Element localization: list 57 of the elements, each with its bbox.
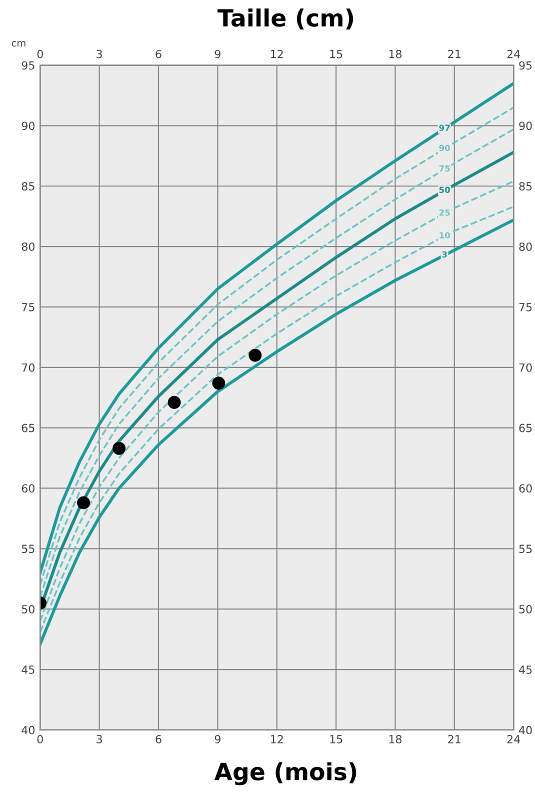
series-label: 50 [439, 186, 450, 193]
y2-tick-label: 75 [519, 303, 532, 312]
series-label: 75 [439, 165, 450, 172]
y-tick-label: 95 [22, 61, 34, 70]
series-label: 90 [439, 144, 450, 152]
x-axis-title: Age (mois) [214, 762, 356, 786]
y-tick-label: 45 [22, 666, 34, 674]
x2-tick-label: 6 [156, 50, 162, 58]
x-tick-label: 15 [330, 735, 342, 744]
point [248, 348, 262, 362]
point [77, 496, 90, 510]
y-tick-label: 40 [22, 726, 35, 734]
x2-tick-label: 9 [214, 50, 220, 58]
x-tick-label: 12 [271, 734, 283, 744]
x-tick-label: 24 [507, 734, 520, 744]
x-tick-label: 3 [96, 734, 102, 744]
x-tick-label: 6 [156, 734, 162, 744]
y-tick-label: 65 [22, 424, 34, 432]
y-tick-label: 90 [22, 122, 35, 130]
x-tick-label: 9 [214, 734, 220, 744]
y-tick-label: 60 [22, 484, 35, 493]
point [112, 442, 126, 455]
y-tick-label: 85 [22, 182, 34, 190]
y2-tick-label: 65 [519, 424, 532, 432]
y2-tick-label: 40 [519, 726, 532, 734]
chart-title: Taille (cm) [217, 8, 354, 30]
series-label: 3 [442, 251, 447, 258]
x2-tick-label: 3 [96, 50, 102, 58]
y-tick-label: 50 [22, 605, 35, 614]
y-axis-title: cm [12, 41, 26, 47]
y-tick-label: 80 [22, 242, 35, 251]
y-tick-label: 55 [22, 544, 34, 554]
point [168, 396, 181, 409]
y2-tick-label: 90 [519, 122, 532, 130]
x2-tick-label: 21 [448, 50, 460, 58]
y2-tick-label: 45 [519, 666, 532, 674]
x-tick-label: 21 [448, 734, 460, 744]
point [212, 376, 226, 390]
series-label: 97 [439, 124, 450, 131]
series-label: 10 [440, 232, 450, 238]
y2-tick-label: 60 [519, 484, 532, 493]
x-tick-label: 0 [37, 734, 43, 744]
x2-tick-label: 12 [271, 50, 283, 58]
y-tick-label: 70 [22, 363, 35, 372]
y2-tick-label: 70 [519, 363, 532, 372]
y-tick-label: 75 [22, 303, 34, 312]
series-label: 25 [439, 209, 450, 216]
y2-tick-label: 55 [519, 544, 532, 554]
x2-tick-label: 15 [330, 50, 342, 58]
x-tick-label: 18 [389, 734, 402, 744]
x2-tick-label: 24 [507, 50, 520, 58]
y2-tick-label: 85 [519, 182, 532, 190]
y2-tick-label: 95 [519, 61, 532, 70]
x2-tick-label: 18 [389, 50, 402, 58]
y2-tick-label: 80 [519, 242, 532, 251]
y2-tick-label: 50 [519, 605, 532, 614]
x2-tick-label: 0 [37, 50, 43, 58]
